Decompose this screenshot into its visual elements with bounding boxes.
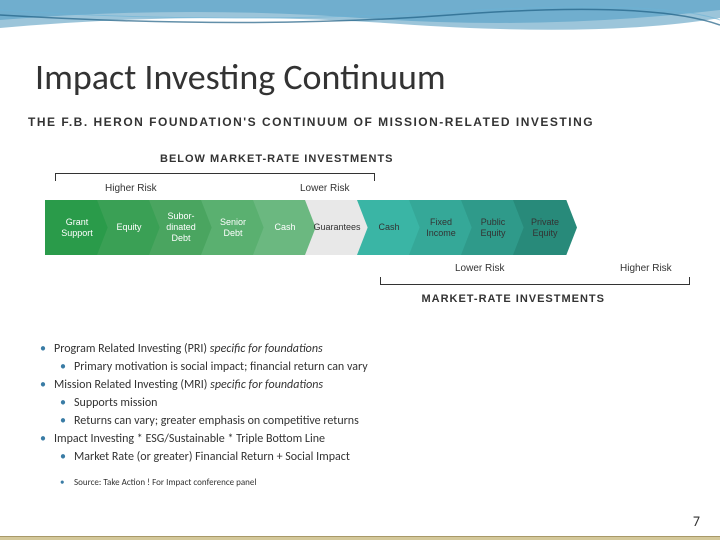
bottom-border — [0, 536, 720, 540]
bullet-list: Program Related Investing (PRI) specific… — [40, 340, 680, 490]
foundation-label: THE F.B. HERON FOUNDATION'S CONTINUUM OF… — [28, 115, 594, 129]
chevron-label-0: GrantSupport — [57, 217, 97, 239]
bullet-6: Market Rate (or greater) Financial Retur… — [40, 448, 680, 466]
chevron-label-9: PrivateEquity — [527, 217, 563, 239]
chevron-label-8: PublicEquity — [476, 217, 509, 239]
chevron-row: GrantSupport Equity Subor-dinatedDebt Se… — [45, 200, 695, 255]
chevron-label-7: FixedIncome — [422, 217, 460, 239]
lower-risk-left: Lower Risk — [300, 183, 349, 194]
lower-risk-right: Lower Risk — [455, 263, 504, 274]
higher-risk-right: Higher Risk — [620, 263, 672, 274]
chevron-label-5: Guarantees — [309, 222, 364, 233]
bullet-2: Mission Related Investing (MRI) specific… — [40, 376, 680, 394]
chevron-label-3: SeniorDebt — [216, 217, 250, 239]
bullet-1: Primary motivation is social impact; fin… — [40, 358, 680, 376]
page-number: 7 — [693, 513, 700, 530]
bullet-3: Supports mission — [40, 394, 680, 412]
chevron-label-4: Cash — [270, 222, 299, 233]
chevron-label-1: Equity — [112, 222, 145, 233]
chevron-label-2: Subor-dinatedDebt — [162, 211, 200, 243]
chevron-9: PrivateEquity — [513, 200, 577, 255]
source-line: Source: Take Action ! For Impact confere… — [40, 476, 680, 490]
below-bracket — [55, 173, 375, 181]
below-market-label: BELOW MARKET-RATE INVESTMENTS — [160, 153, 394, 165]
market-bracket — [380, 277, 690, 285]
bullet-5: Impact Investing * ESG/Sustainable * Tri… — [40, 430, 680, 448]
market-rate-label: MARKET-RATE INVESTMENTS — [421, 293, 605, 305]
page-title: Impact Investing Continuum — [35, 55, 446, 99]
continuum-diagram: BELOW MARKET-RATE INVESTMENTS Higher Ris… — [20, 145, 700, 325]
higher-risk-left: Higher Risk — [105, 183, 157, 194]
chevron-label-6: Cash — [374, 222, 403, 233]
header-wave — [0, 0, 720, 50]
bullet-4: Returns can vary; greater emphasis on co… — [40, 412, 680, 430]
bullet-0: Program Related Investing (PRI) specific… — [40, 340, 680, 358]
